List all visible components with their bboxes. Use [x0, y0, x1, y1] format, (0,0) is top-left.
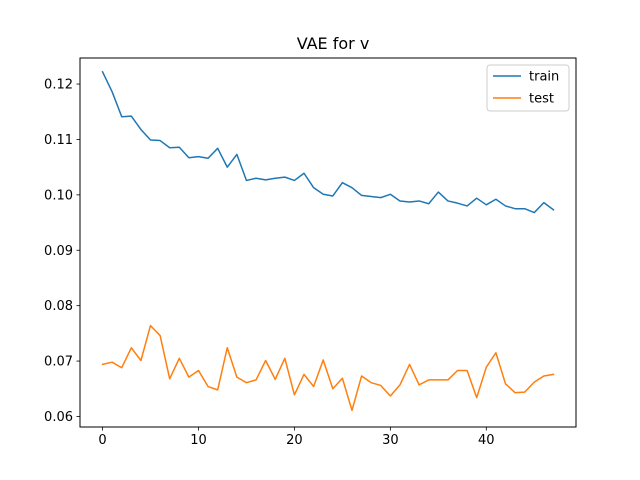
chart-title: VAE for v [297, 34, 370, 53]
plot-area [101, 70, 555, 412]
x-tick-label: 30 [382, 433, 399, 448]
axes: 0 10 20 30 40 0.06 0.07 0.08 0.09 0.10 0.11 0.12 [44, 78, 495, 448]
y-tick-label: 0.07 [44, 355, 73, 370]
legend-label-train: train [529, 70, 559, 85]
y-tick-label: 0.12 [44, 78, 73, 93]
x-tick-label: 40 [478, 433, 495, 448]
legend: train test [486, 64, 570, 112]
legend-label-test: test [529, 92, 554, 107]
series-line-test [101, 324, 555, 412]
x-tick-label: 20 [286, 433, 303, 448]
y-tick-label: 0.06 [44, 410, 73, 425]
series-line-train [101, 70, 555, 214]
y-tick-label: 0.08 [44, 299, 73, 314]
y-tick-label: 0.11 [44, 133, 73, 148]
y-tick-label: 0.10 [44, 188, 73, 203]
x-tick-label: 0 [98, 433, 106, 448]
x-tick-label: 10 [190, 433, 207, 448]
plot-frame [79, 57, 577, 428]
y-tick-label: 0.09 [44, 244, 73, 259]
